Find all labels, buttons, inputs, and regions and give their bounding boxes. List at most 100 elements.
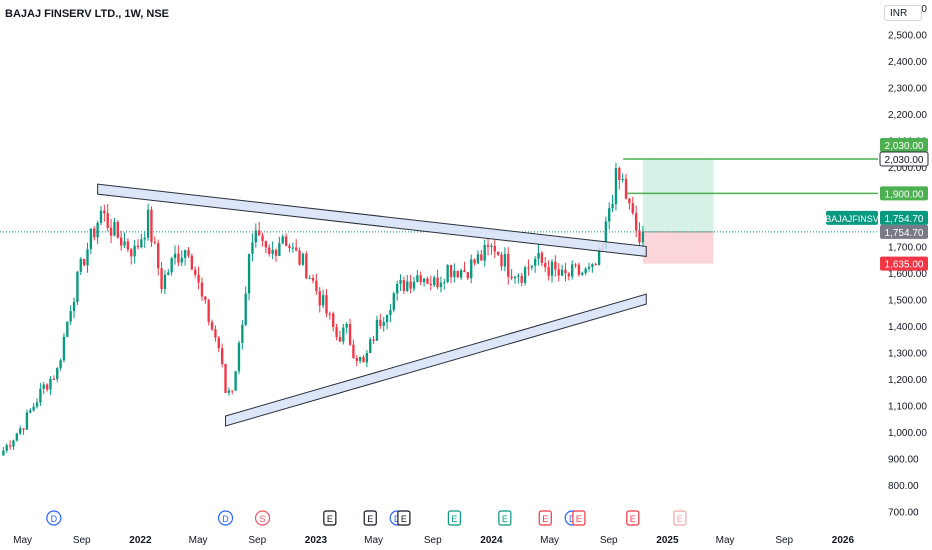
candle-body (412, 281, 416, 289)
candle-body (379, 319, 382, 326)
candle-body (332, 313, 335, 327)
event-marker-earnings-down[interactable]: E (626, 510, 640, 526)
currency-selector[interactable]: INR (884, 5, 922, 21)
candle-body (527, 267, 530, 269)
price-tag-bg (880, 137, 928, 152)
candle-body (395, 283, 399, 294)
event-marker-shape (363, 510, 377, 526)
y-tick-label: 1,600.00 (888, 269, 927, 280)
candle-body (567, 273, 571, 277)
event-marker-shape (538, 510, 552, 526)
candle-body (550, 261, 554, 276)
candle-body (480, 254, 483, 261)
y-tick-label: 2,400.00 (888, 57, 927, 68)
candle-body (52, 378, 56, 380)
trendline-upper[interactable] (97, 183, 647, 257)
candle-body (560, 269, 564, 276)
event-marker-earnings-past[interactable]: E (363, 510, 377, 526)
candle-body (594, 264, 597, 266)
candle-body (530, 265, 533, 268)
candle-body (554, 261, 557, 270)
candle-body (268, 247, 271, 254)
candle-body (426, 278, 429, 284)
y-tick-label: 2,000.00 (888, 163, 927, 174)
event-marker-dividend[interactable]: D (46, 510, 62, 526)
y-tick-label: 900.00 (888, 454, 919, 465)
target-zone[interactable] (642, 158, 714, 232)
candle-body (604, 221, 608, 249)
x-tick-label: May (189, 535, 208, 546)
candle-body (257, 230, 261, 236)
event-marker-earnings-down[interactable]: E (538, 510, 552, 526)
candle-body (453, 270, 456, 278)
candle-body (624, 178, 628, 199)
candle-body (143, 237, 146, 240)
x-axis[interactable]: May Sep 2022 May Sep 2023 May Sep 2024 May Sep 2025… (13, 535, 854, 546)
event-marker-shape (217, 510, 234, 526)
price-tag-text: 2,030.00 (885, 141, 924, 152)
event-marker-split[interactable]: S (254, 510, 271, 526)
event-marker-earnings-past[interactable]: E (397, 510, 411, 526)
candle-body (369, 339, 372, 353)
event-marker-earnings-up[interactable]: E (447, 510, 461, 526)
candle-body (170, 258, 173, 273)
candle-body (638, 230, 641, 243)
candle-body (345, 323, 348, 328)
x-tick-label: Sep (424, 535, 442, 546)
candle-body (597, 248, 601, 265)
candle-body (244, 293, 247, 325)
y-tick-label: 800.00 (888, 481, 919, 492)
candle-body (611, 204, 614, 209)
candle-body (15, 433, 19, 441)
price-tag-text: 1,635.00 (885, 260, 924, 271)
event-marker-earnings-down[interactable]: E (572, 510, 586, 526)
trendline-lower[interactable] (225, 293, 647, 427)
y-tick-label: 1,300.00 (888, 348, 927, 359)
event-marker-earnings-up[interactable]: E (498, 510, 512, 526)
candle-body (5, 445, 8, 451)
y-tick-label: 700.00 (888, 507, 919, 518)
price-tag-green: 1,900.00 (880, 186, 928, 201)
event-marker-earnings-past[interactable]: E (323, 510, 337, 526)
candle-body (342, 327, 345, 342)
event-marker-letter: E (576, 514, 582, 524)
candle-body (466, 272, 470, 279)
candle-body (325, 295, 328, 314)
symbol-title: BAJAJ FINSERV LTD., 1W, NSE (5, 8, 170, 20)
candle-body (241, 324, 244, 343)
price-tag-text: 1,754.70 (885, 228, 924, 239)
candle-body (301, 253, 305, 265)
candle-body (621, 178, 624, 181)
candle-body (587, 266, 591, 269)
candle-body (476, 254, 480, 264)
candle-body (136, 245, 140, 248)
candle-body (160, 268, 163, 289)
candle-body (399, 280, 402, 284)
x-tick-label: 2022 (129, 535, 152, 546)
candle-body (25, 412, 29, 430)
candle-body (8, 445, 12, 447)
candle-body (76, 271, 79, 302)
candle-body (463, 270, 466, 273)
candle-body (328, 313, 332, 315)
event-marker-letter: E (542, 514, 548, 524)
candle-body (42, 384, 45, 389)
candle-body (177, 253, 180, 263)
x-tick-label: 2025 (656, 535, 679, 546)
candle-body (439, 282, 443, 288)
candle-body (446, 264, 449, 283)
candle-body (103, 210, 106, 214)
candle-body (288, 245, 291, 248)
event-marker-earnings-future[interactable]: E (673, 510, 687, 526)
candle-body (126, 241, 130, 250)
x-tick-label: May (13, 535, 32, 546)
candle-body (173, 253, 177, 259)
event-marker-dividend[interactable]: D (217, 510, 234, 526)
trendlines[interactable] (97, 183, 647, 427)
candle-body (187, 250, 190, 256)
candle-body (618, 167, 621, 181)
stop-zone[interactable] (642, 231, 714, 264)
price-tag-text: 1,900.00 (885, 189, 924, 200)
